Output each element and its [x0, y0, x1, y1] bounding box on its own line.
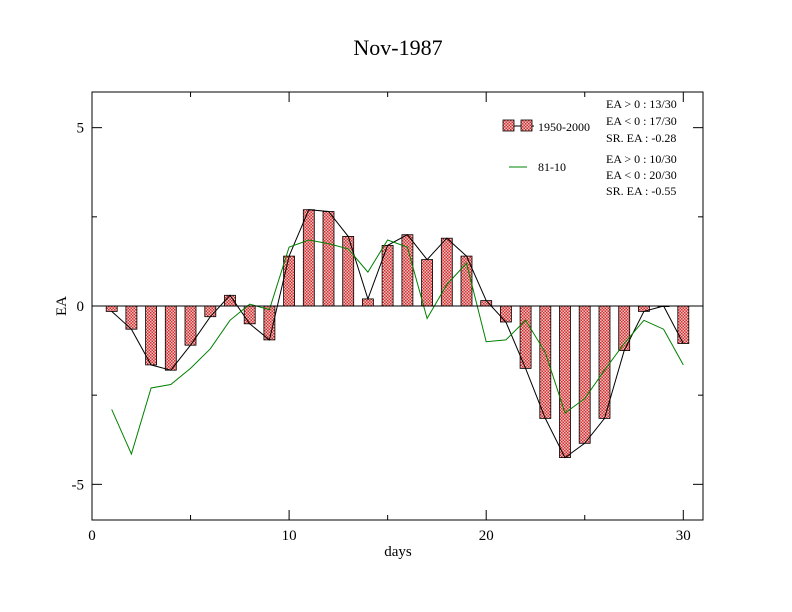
x-tick-label: 0 [88, 528, 96, 544]
legend-label-1950-2000: 1950-2000 [538, 120, 590, 134]
y-tick-label: 5 [77, 121, 85, 137]
legend-label-81-10: 81-10 [538, 160, 566, 174]
x-tick-label: 10 [282, 528, 297, 544]
y-axis-label: EA [54, 296, 70, 316]
stat-group1-negative: EA < 0 : 17/30 [606, 114, 677, 128]
bar-day-8 [243, 305, 256, 325]
stats-annotations: EA > 0 : 13/30 EA < 0 : 17/30 SR. EA : -… [606, 97, 677, 198]
bar-day-21 [499, 305, 512, 323]
bar-day-1 [105, 305, 118, 312]
bar-day-23 [539, 305, 552, 419]
bar-day-17 [421, 259, 434, 307]
stat-group2-sr: SR. EA : -0.55 [606, 184, 676, 198]
bars-layer [105, 209, 690, 459]
x-axis-label: days [384, 544, 412, 560]
bar-day-30 [677, 305, 690, 344]
bar-day-13 [342, 235, 355, 307]
bar-day-11 [302, 209, 315, 307]
bar-day-24 [559, 305, 571, 459]
x-tick-label: 30 [676, 528, 691, 544]
y-tick-label: 0 [77, 299, 85, 315]
legend: 1950-2000 81-10 [502, 119, 590, 174]
bar-day-3 [145, 305, 158, 366]
bar-day-18 [440, 237, 453, 307]
bar-day-10 [283, 255, 296, 307]
stat-group1-positive: EA > 0 : 13/30 [606, 97, 677, 111]
x-tick-label: 20 [479, 528, 494, 544]
stat-group2-positive: EA > 0 : 10/30 [606, 152, 677, 166]
y-tick-label: -5 [72, 477, 85, 493]
bar-day-6 [204, 305, 217, 318]
chart-title: Nov-1987 [353, 35, 442, 60]
stat-group1-sr: SR. EA : -0.28 [606, 131, 676, 145]
bar-day-4 [164, 305, 177, 371]
bar-day-12 [322, 211, 335, 307]
bar-day-26 [598, 305, 611, 419]
stat-group2-negative: EA < 0 : 20/30 [606, 168, 677, 182]
series-1950-2000-line [111, 209, 684, 459]
bar-day-25 [578, 305, 591, 444]
ticks-layer: 0 10 20 30 -5 0 5 [72, 92, 703, 544]
legend-bars-symbol [502, 119, 534, 132]
lines-layer [111, 209, 684, 459]
series-81-10-line [111, 239, 684, 456]
